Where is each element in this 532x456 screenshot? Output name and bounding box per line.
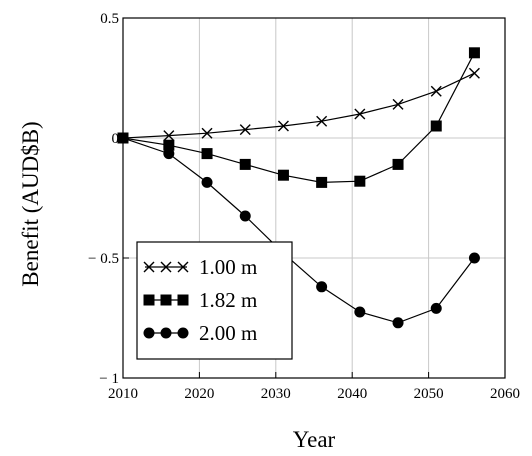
legend-entry: 2.00 m <box>143 321 257 345</box>
data-point <box>239 124 251 136</box>
data-point <box>201 148 213 160</box>
data-point <box>430 85 442 97</box>
legend-marker <box>143 327 155 339</box>
legend-marker <box>160 294 172 306</box>
data-point <box>201 127 213 139</box>
legend-entry: 1.82 m <box>143 288 257 312</box>
legend-label: 1.82 m <box>199 288 257 312</box>
x-tick-label: 2040 <box>337 386 367 402</box>
data-point <box>277 120 289 132</box>
data-point <box>277 169 289 181</box>
data-point <box>163 139 175 151</box>
data-point <box>316 115 328 127</box>
data-point <box>430 302 442 314</box>
data-point <box>468 67 480 79</box>
x-tick-label: 2050 <box>414 386 444 402</box>
x-tick-label: 2030 <box>261 386 291 402</box>
series-line <box>122 137 475 324</box>
plot-frame <box>122 17 506 379</box>
data-point <box>354 108 366 120</box>
data-point <box>354 306 366 318</box>
data-point <box>163 130 175 142</box>
data-point <box>239 158 251 170</box>
y-tick-label: 0 <box>112 131 120 147</box>
data-point <box>468 252 480 264</box>
data-point <box>392 317 404 329</box>
x-tick-label: 2010 <box>108 386 138 402</box>
y-tick-label: − 1 <box>99 371 119 387</box>
legend-marker <box>177 294 189 306</box>
series-line <box>122 52 475 184</box>
data-point <box>354 175 366 187</box>
series-2-00-m <box>117 132 480 329</box>
data-point <box>316 281 328 293</box>
data-point <box>468 47 480 59</box>
legend-marker <box>143 294 155 306</box>
x-axis-title: Year <box>293 427 336 452</box>
y-tick-label: 0.5 <box>100 11 119 27</box>
legend-marker <box>177 327 189 339</box>
legend-label: 2.00 m <box>199 321 257 345</box>
axis-ticks: 2010 2020 2030 2040 2050 2060 0.5 0 − 0.5 − 1 <box>88 11 520 402</box>
legend: 1.00 m 1.82 m 2.00 m <box>136 241 293 360</box>
data-point <box>392 158 404 170</box>
data-point <box>316 176 328 188</box>
legend-entry: 1.00 m <box>143 255 257 279</box>
data-point <box>201 176 213 188</box>
series-1-82-m <box>117 47 480 188</box>
x-tick-label: 2060 <box>490 386 520 402</box>
y-axis-title: Benefit (AUD$B) <box>18 121 43 286</box>
legend-marker <box>160 327 172 339</box>
series-1-00-m <box>117 67 480 144</box>
series-line <box>122 72 475 139</box>
data-point <box>239 210 251 222</box>
data-point <box>392 98 404 110</box>
legend-marker <box>143 261 155 273</box>
data-point <box>430 120 442 132</box>
data-point <box>163 148 175 160</box>
series-layer <box>117 47 480 329</box>
data-point <box>117 132 129 144</box>
legend-marker <box>160 261 172 273</box>
legend-label: 1.00 m <box>199 255 257 279</box>
x-tick-label: 2020 <box>184 386 214 402</box>
y-tick-label: − 0.5 <box>88 251 119 267</box>
legend-marker <box>177 261 189 273</box>
